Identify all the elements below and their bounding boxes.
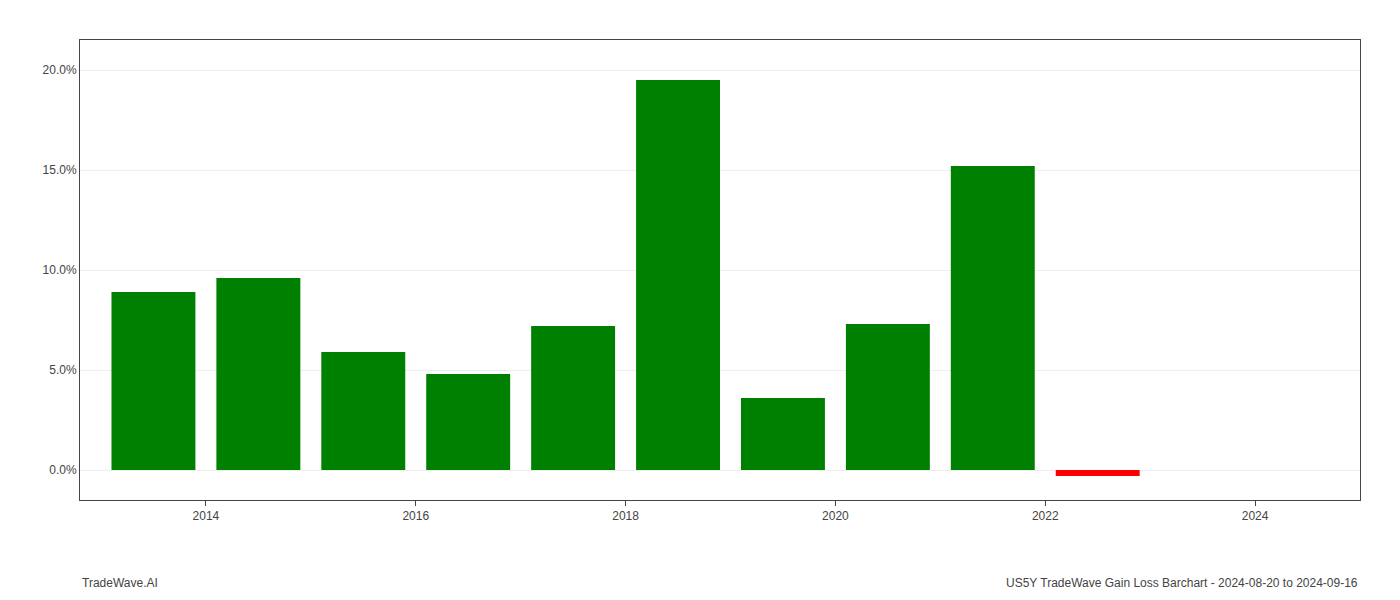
svg-text:2024: 2024 bbox=[1242, 509, 1269, 523]
svg-text:2016: 2016 bbox=[402, 509, 429, 523]
svg-text:15.0%: 15.0% bbox=[43, 163, 77, 177]
svg-text:5.0%: 5.0% bbox=[49, 363, 77, 377]
svg-text:10.0%: 10.0% bbox=[43, 263, 77, 277]
svg-text:2018: 2018 bbox=[612, 509, 639, 523]
svg-text:US5Y TradeWave Gain Loss Barch: US5Y TradeWave Gain Loss Barchart - 2024… bbox=[1006, 576, 1358, 590]
svg-text:0.0%: 0.0% bbox=[49, 463, 77, 477]
svg-text:2022: 2022 bbox=[1032, 509, 1059, 523]
svg-text:2020: 2020 bbox=[822, 509, 849, 523]
svg-text:20.0%: 20.0% bbox=[43, 63, 77, 77]
svg-text:TradeWave.AI: TradeWave.AI bbox=[82, 576, 158, 590]
svg-text:2014: 2014 bbox=[193, 509, 220, 523]
